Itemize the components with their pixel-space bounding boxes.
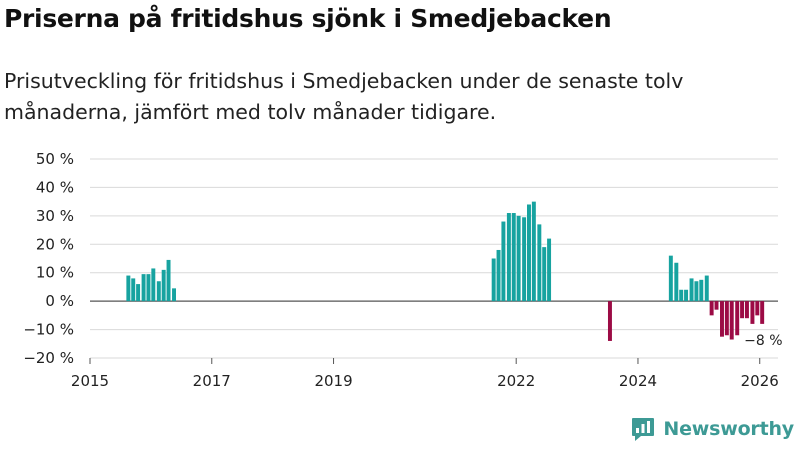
brand-name: Newsworthy — [663, 418, 794, 440]
bar — [146, 274, 151, 302]
bar — [709, 301, 714, 316]
bar — [735, 301, 740, 336]
bar — [527, 204, 531, 302]
bar — [755, 301, 760, 316]
bar — [668, 255, 673, 302]
y-tick-label: −10 % — [23, 321, 74, 339]
bar — [491, 258, 496, 302]
bar — [161, 269, 166, 302]
bar — [172, 288, 176, 302]
bar — [714, 301, 719, 310]
bar — [740, 301, 745, 319]
bar — [760, 301, 765, 324]
bar — [750, 301, 755, 324]
chart-subtitle: Prisutveckling för fritidshus i Smedjeba… — [4, 69, 684, 124]
bar — [151, 268, 156, 302]
x-tick-label: 2026 — [741, 372, 779, 390]
bar — [724, 301, 729, 336]
y-tick-label: −20 % — [23, 349, 74, 367]
bar — [547, 238, 552, 302]
bar — [694, 281, 699, 302]
y-tick-label: 20 % — [36, 235, 74, 253]
x-tick-label: 2019 — [314, 372, 352, 390]
bar — [729, 301, 734, 340]
bar — [131, 278, 136, 302]
bar — [744, 301, 749, 319]
bar — [689, 278, 694, 302]
brand-logo: Newsworthy — [630, 416, 794, 442]
newsworthy-logo-icon — [632, 418, 655, 441]
bar — [156, 281, 161, 302]
y-tick-label: 30 % — [36, 207, 74, 225]
y-tick-label: 10 % — [36, 264, 74, 282]
x-tick-label: 2015 — [71, 372, 109, 390]
bar — [674, 262, 679, 302]
bar — [166, 259, 171, 302]
bar-chart: −20 % −10 % 0 % 10 % 20 % 30 % 40 % 50 % 2015 201… — [23, 150, 782, 390]
bar — [537, 224, 542, 302]
bar — [542, 247, 547, 302]
x-tick-label: 2022 — [497, 372, 535, 390]
bar — [516, 215, 521, 302]
bar — [607, 301, 612, 341]
bar — [136, 284, 141, 302]
bar — [506, 213, 511, 302]
bar — [704, 275, 709, 302]
bar — [531, 201, 536, 302]
bar — [511, 213, 516, 302]
x-tick-label: 2024 — [619, 372, 657, 390]
y-tick-label: 0 % — [45, 292, 74, 310]
x-tick-label: 2017 — [193, 372, 231, 390]
data-label: −8 % — [744, 333, 782, 349]
y-tick-label: 50 % — [36, 150, 74, 168]
bar — [720, 301, 724, 337]
bar — [699, 279, 704, 302]
bar — [522, 217, 527, 302]
y-tick-label: 40 % — [36, 178, 74, 196]
bar — [126, 275, 131, 302]
bar — [496, 249, 501, 302]
bar — [501, 221, 506, 302]
bar — [679, 289, 684, 302]
bar — [684, 289, 689, 302]
chart-title: Priserna på fritidshus sjönk i Smedjebac… — [4, 4, 612, 33]
bar — [141, 274, 146, 302]
